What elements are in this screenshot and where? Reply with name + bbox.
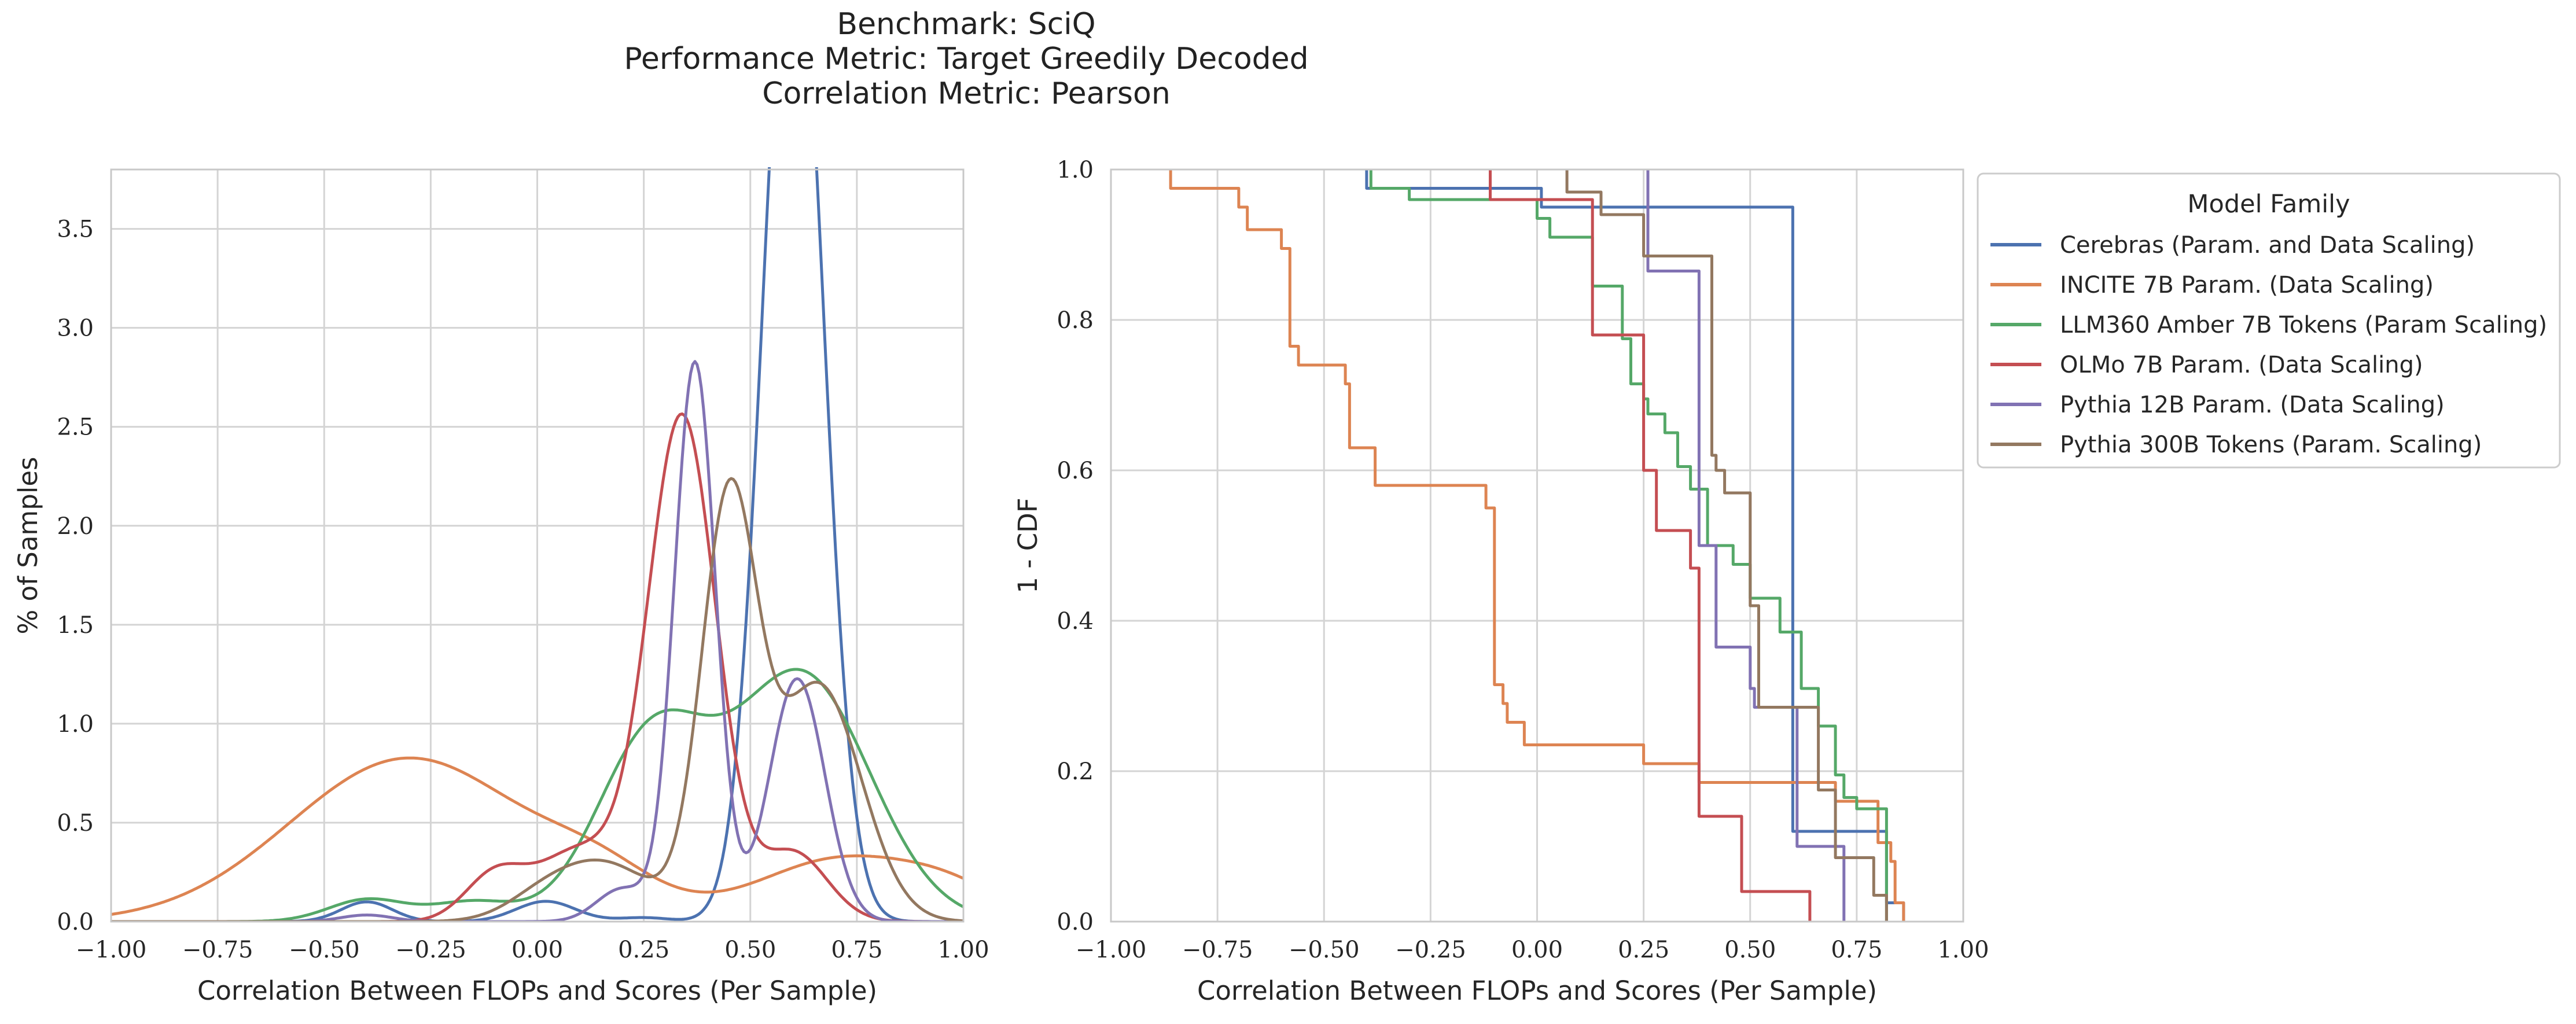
- y-tick-label: 1.5: [57, 612, 94, 639]
- x-tick-label: 0.00: [511, 937, 563, 963]
- x-tick-label: 0.50: [724, 937, 776, 963]
- series-line-pythia-300b-tokens-param-scaling-: [111, 477, 963, 922]
- series-line-llm360-amber-7b-tokens-param-scaling-: [1369, 170, 1888, 922]
- x-tick-label: 0.00: [1511, 937, 1563, 963]
- legend-label: INCITE 7B Param. (Data Scaling): [2060, 272, 2434, 299]
- x-axis-label: Correlation Between FLOPs and Scores (Pe…: [197, 975, 877, 1006]
- axes-frame: [110, 168, 965, 923]
- x-axis-label: Correlation Between FLOPs and Scores (Pe…: [1197, 975, 1877, 1006]
- y-tick-label: 0.2: [1057, 758, 1094, 785]
- legend-label: Cerebras (Param. and Data Scaling): [2060, 232, 2475, 259]
- plot-area: [1169, 170, 1905, 922]
- x-tick-label: −0.50: [1289, 937, 1360, 963]
- x-tick-label: 0.50: [1724, 937, 1776, 963]
- x-tick-label: 0.75: [831, 937, 882, 963]
- y-tick-label: 2.0: [57, 513, 94, 540]
- x-tick-label: 0.75: [1831, 937, 1882, 963]
- y-axis-label: 1 - CDF: [1013, 498, 1043, 593]
- y-tick-label: 0.0: [1057, 909, 1094, 935]
- y-tick-label: 2.5: [57, 414, 94, 441]
- title-line-metric: Performance Metric: Target Greedily Deco…: [624, 42, 1309, 76]
- y-tick-label: 0.0: [57, 909, 94, 935]
- series-line-olmo-7b-param-data-scaling-: [111, 412, 963, 922]
- x-tick-label: −1.00: [1076, 937, 1147, 963]
- x-tick-label: −0.25: [1395, 937, 1466, 963]
- series-line-cerebras-param-and-data-scaling-: [1365, 170, 1905, 922]
- y-tick-label: 0.5: [57, 810, 94, 837]
- x-tick-label: 1.00: [1937, 937, 1989, 963]
- series-line-pythia-12b-param-data-scaling-: [1646, 170, 1846, 922]
- kde-panel: −1.00 −0.75 −0.50 −0.25 0.00 0.25 0.50 0.75 1.00…: [13, 167, 989, 1006]
- y-tick-label: 3.5: [57, 216, 94, 243]
- x-tick-label: −1.00: [76, 937, 147, 963]
- legend-title: Model Family: [2187, 190, 2350, 219]
- series-line-incite-7b-param-data-scaling-: [111, 756, 963, 916]
- title-line-benchmark: Benchmark: SciQ: [837, 7, 1096, 42]
- y-tick-label: 1.0: [57, 711, 94, 738]
- legend-box: [1977, 172, 2561, 469]
- series-line-cerebras-param-and-data-scaling-: [111, 167, 963, 922]
- x-tick-label: −0.75: [1182, 937, 1253, 963]
- legend-label: Pythia 12B Param. (Data Scaling): [2060, 392, 2445, 418]
- y-axis-label: % of Samples: [13, 457, 43, 635]
- x-tick-label: 0.25: [618, 937, 669, 963]
- x-tick-label: −0.50: [289, 937, 360, 963]
- x-tick-label: 0.25: [1618, 937, 1669, 963]
- y-tick-label: 0.6: [1057, 458, 1094, 484]
- cdf-panel: −1.00 −0.75 −0.50 −0.25 0.00 0.25 0.50 0.75 1.00…: [1013, 157, 1989, 1006]
- legend: Model Family Cerebras (Param. and Data Sc…: [1977, 172, 2561, 469]
- x-tick-label: −0.75: [182, 937, 253, 963]
- axes-frame: [1110, 168, 1964, 923]
- x-tick-label: 1.00: [937, 937, 989, 963]
- title-line-correlation: Correlation Metric: Pearson: [762, 76, 1171, 111]
- y-tick-label: 1.0: [1057, 157, 1094, 183]
- legend-label: OLMo 7B Param. (Data Scaling): [2060, 352, 2423, 378]
- x-tick-label: −0.25: [395, 937, 466, 963]
- y-tick-label: 0.8: [1057, 307, 1094, 334]
- y-tick-label: 0.4: [1057, 608, 1094, 635]
- legend-label: LLM360 Amber 7B Tokens (Param Scaling): [2060, 312, 2547, 338]
- y-tick-label: 3.0: [57, 315, 94, 342]
- series-line-pythia-300b-tokens-param-scaling-: [1565, 170, 1888, 922]
- figure-title: Benchmark: SciQ Performance Metric: Targ…: [0, 7, 1933, 111]
- legend-label: Pythia 300B Tokens (Param. Scaling): [2060, 432, 2482, 458]
- series-line-olmo-7b-param-data-scaling-: [1489, 170, 1812, 922]
